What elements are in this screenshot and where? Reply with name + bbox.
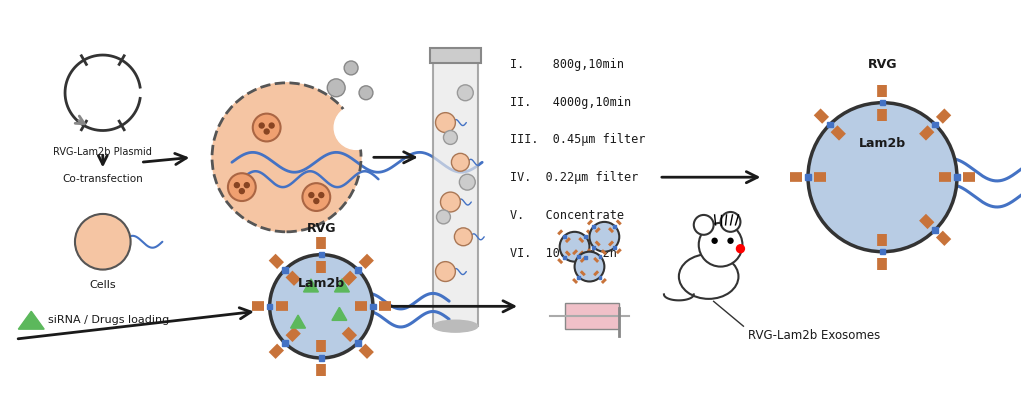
- Bar: [318, 355, 324, 360]
- Circle shape: [721, 212, 740, 232]
- Circle shape: [359, 86, 373, 100]
- Circle shape: [728, 238, 733, 243]
- Circle shape: [712, 238, 717, 243]
- Circle shape: [435, 112, 456, 133]
- Text: II.   4000g,10min: II. 4000g,10min: [510, 96, 631, 109]
- Bar: [613, 246, 616, 249]
- Circle shape: [228, 173, 256, 201]
- Bar: [267, 304, 272, 309]
- Bar: [282, 267, 288, 272]
- Bar: [564, 303, 620, 329]
- Text: III.  0.45μm filter: III. 0.45μm filter: [510, 133, 645, 147]
- Bar: [430, 48, 480, 63]
- Circle shape: [269, 123, 274, 128]
- Bar: [584, 235, 587, 238]
- Text: Cells: Cells: [89, 279, 116, 290]
- Text: RVG-Lam2b Plasmid: RVG-Lam2b Plasmid: [53, 147, 153, 157]
- Bar: [880, 249, 885, 255]
- Circle shape: [736, 245, 744, 253]
- Text: RVG-Lam2b Exosomes: RVG-Lam2b Exosomes: [749, 329, 881, 342]
- Bar: [433, 58, 478, 326]
- Text: Lam2b: Lam2b: [298, 276, 345, 290]
- Bar: [355, 267, 360, 272]
- Circle shape: [443, 131, 458, 145]
- Circle shape: [455, 228, 472, 246]
- Circle shape: [259, 123, 264, 128]
- Circle shape: [302, 183, 330, 211]
- Circle shape: [344, 61, 358, 75]
- Circle shape: [694, 215, 714, 235]
- Circle shape: [808, 103, 957, 252]
- Polygon shape: [291, 315, 305, 328]
- Polygon shape: [18, 311, 44, 329]
- Bar: [562, 256, 565, 259]
- Circle shape: [458, 85, 473, 101]
- Circle shape: [269, 255, 373, 358]
- Circle shape: [309, 192, 313, 198]
- Circle shape: [253, 114, 281, 141]
- Bar: [584, 256, 587, 259]
- Text: RVG: RVG: [306, 222, 336, 235]
- Text: VI.  100000g,2h: VI. 100000g,2h: [510, 247, 616, 260]
- Circle shape: [328, 79, 345, 97]
- Bar: [355, 340, 360, 346]
- Circle shape: [212, 83, 361, 232]
- Bar: [954, 174, 959, 180]
- Circle shape: [440, 192, 461, 212]
- Polygon shape: [335, 279, 349, 292]
- Circle shape: [590, 222, 620, 252]
- Bar: [805, 174, 811, 180]
- Circle shape: [234, 183, 240, 187]
- Bar: [562, 235, 565, 238]
- Circle shape: [436, 210, 451, 224]
- Bar: [578, 276, 581, 279]
- Circle shape: [245, 183, 249, 187]
- Bar: [880, 100, 885, 105]
- Circle shape: [334, 106, 378, 150]
- Bar: [933, 227, 938, 233]
- Circle shape: [435, 262, 456, 281]
- Bar: [933, 122, 938, 127]
- Circle shape: [313, 199, 318, 204]
- Bar: [592, 246, 595, 249]
- Ellipse shape: [679, 254, 738, 299]
- Circle shape: [452, 153, 469, 171]
- Circle shape: [240, 189, 245, 194]
- Bar: [613, 225, 616, 228]
- Ellipse shape: [433, 320, 478, 332]
- Circle shape: [264, 129, 269, 134]
- Text: Co-transfection: Co-transfection: [62, 174, 143, 184]
- Bar: [318, 252, 324, 258]
- Circle shape: [318, 192, 324, 198]
- Polygon shape: [303, 279, 318, 292]
- Bar: [371, 304, 376, 309]
- Bar: [592, 225, 595, 228]
- Text: IV.  0.22μm filter: IV. 0.22μm filter: [510, 171, 638, 184]
- Circle shape: [698, 223, 742, 267]
- Polygon shape: [332, 307, 347, 321]
- Circle shape: [75, 214, 131, 269]
- Text: siRNA / Drugs loading: siRNA / Drugs loading: [48, 315, 169, 325]
- Bar: [598, 276, 601, 279]
- Text: RVG: RVG: [867, 58, 897, 71]
- Bar: [578, 255, 581, 258]
- Circle shape: [574, 252, 604, 281]
- Text: I.    800g,10min: I. 800g,10min: [510, 58, 624, 71]
- Bar: [827, 122, 833, 127]
- Circle shape: [560, 232, 590, 262]
- Circle shape: [460, 174, 475, 190]
- Text: Lam2b: Lam2b: [859, 137, 906, 150]
- Bar: [282, 340, 288, 346]
- Text: V.   Concentrate: V. Concentrate: [510, 209, 624, 222]
- Bar: [598, 255, 601, 258]
